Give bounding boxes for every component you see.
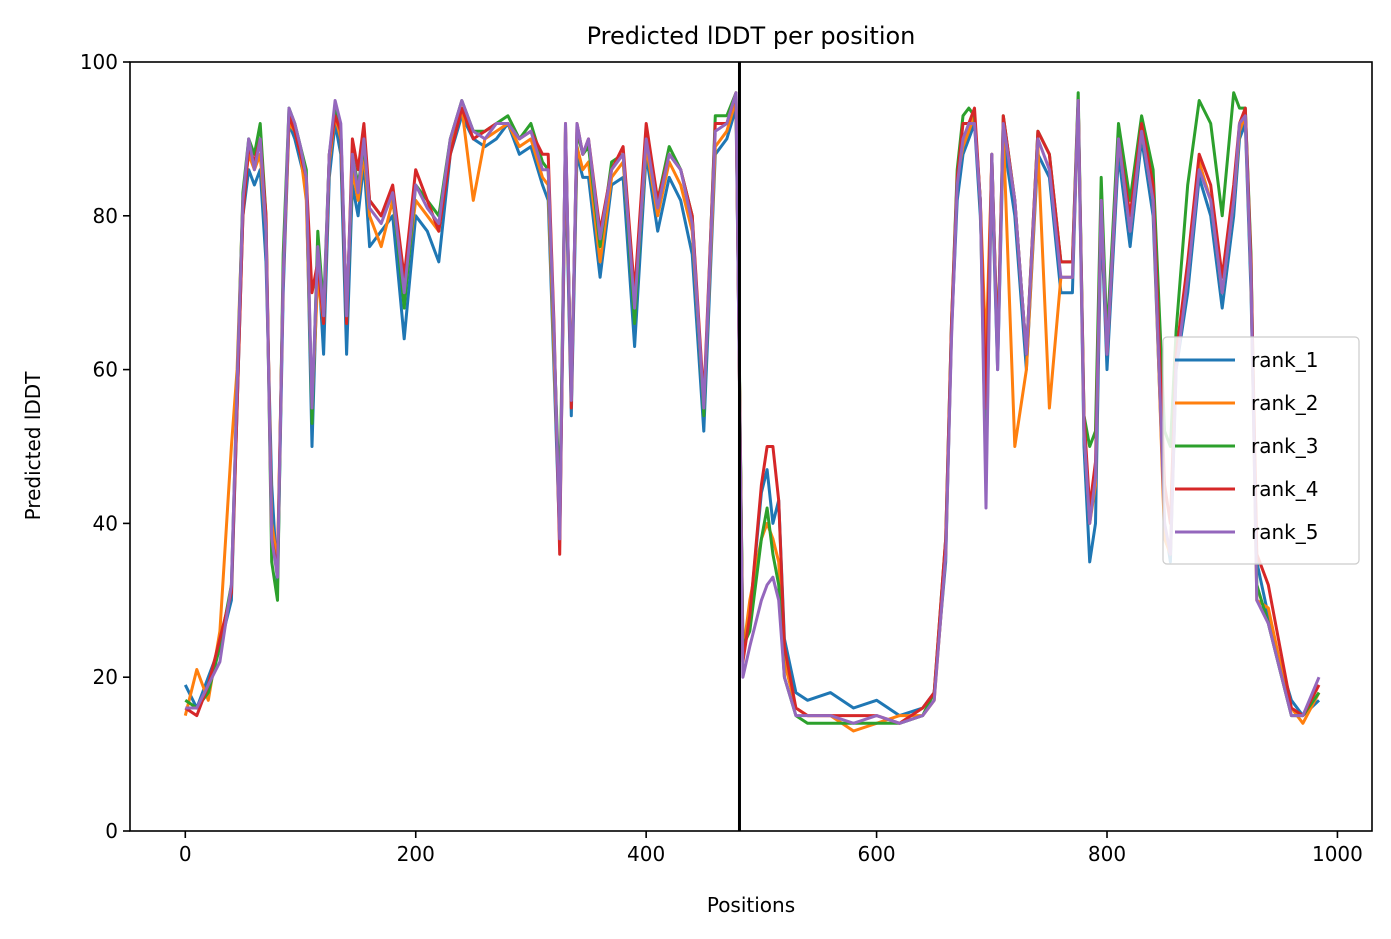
legend-box — [1162, 336, 1360, 565]
plot-frame — [129, 61, 1373, 832]
legend-label-rank_1: rank_1 — [1251, 348, 1318, 372]
x-tick-label: 400 — [627, 842, 665, 866]
chart-title: Predicted lDDT per position — [587, 22, 916, 50]
legend-label-rank_5: rank_5 — [1251, 520, 1318, 544]
x-tick-label: 0 — [179, 842, 192, 866]
legend-label-rank_2: rank_2 — [1251, 391, 1318, 415]
y-axis: 0 20 40 60 80 100 — [80, 50, 130, 843]
y-tick-label: 0 — [105, 819, 118, 843]
y-tick-label: 100 — [80, 50, 118, 74]
y-axis-label: Predicted lDDT — [21, 371, 45, 521]
y-tick-label: 80 — [93, 204, 118, 228]
y-tick-label: 40 — [93, 511, 118, 535]
series-line-rank_5 — [185, 91, 1321, 725]
x-axis-label: Positions — [707, 893, 795, 917]
y-tick-label: 20 — [93, 665, 118, 689]
x-tick-label: 800 — [1088, 842, 1126, 866]
legend: rank_1 rank_2 rank_3 rank_4 rank_5 — [1162, 336, 1360, 565]
legend-label-rank_4: rank_4 — [1251, 477, 1318, 501]
legend-label-rank_3: rank_3 — [1251, 434, 1318, 458]
x-tick-label: 200 — [397, 842, 435, 866]
x-tick-label: 1000 — [1312, 842, 1363, 866]
series-group — [183, 91, 1321, 733]
x-axis: 0 200 400 600 800 1000 — [179, 831, 1363, 866]
y-tick-label: 60 — [93, 358, 118, 382]
x-tick-label: 600 — [857, 842, 895, 866]
